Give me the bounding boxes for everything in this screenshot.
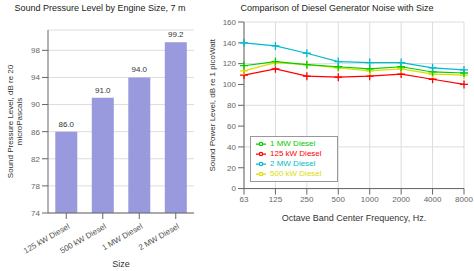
svg-text:8000: 8000 bbox=[455, 195, 466, 204]
svg-text:80: 80 bbox=[227, 101, 236, 110]
svg-text:2000: 2000 bbox=[392, 195, 410, 204]
svg-text:500 kW Diesel: 500 kW Diesel bbox=[59, 222, 108, 256]
html-text:2 MW Diesel: 2 MW Diesel bbox=[270, 158, 316, 168]
svg-text:82: 82 bbox=[31, 155, 40, 164]
svg-text:125 kW Diesel: 125 kW Diesel bbox=[22, 221, 72, 256]
svg-text:94: 94 bbox=[31, 73, 40, 82]
html-text:1 MW Diesel: 1 MW Diesel bbox=[270, 138, 316, 148]
svg-text:Octave Band Center Frequency,: Octave Band Center Frequency, Hz. bbox=[282, 213, 426, 223]
svg-text:160: 160 bbox=[223, 18, 237, 27]
svg-text:99.2: 99.2 bbox=[168, 30, 184, 39]
svg-text:63: 63 bbox=[240, 195, 249, 204]
html-text:125 kW Diesel: 125 kW Diesel bbox=[270, 148, 322, 158]
svg-text:1000: 1000 bbox=[361, 195, 379, 204]
svg-text:Size: Size bbox=[112, 259, 130, 269]
html-text:Sound Pressure Level by Engine: Sound Pressure Level by Engine Size, 7 m bbox=[14, 3, 186, 13]
svg-text:91.0: 91.0 bbox=[95, 86, 111, 95]
svg-text:500: 500 bbox=[332, 195, 346, 204]
html-text:Comparison of Diesel Generator: Comparison of Diesel Generator Noise wit… bbox=[240, 3, 434, 13]
svg-text:90: 90 bbox=[31, 100, 40, 109]
svg-text:Sound Pressure Level, dB re 20: Sound Pressure Level, dB re 20microPasca… bbox=[8, 64, 24, 178]
svg-text:125: 125 bbox=[269, 195, 283, 204]
svg-text:40: 40 bbox=[227, 143, 236, 152]
svg-text:86.0: 86.0 bbox=[59, 120, 75, 129]
svg-text:140: 140 bbox=[223, 39, 237, 48]
svg-text:98: 98 bbox=[31, 46, 40, 55]
svg-text:2 MW Diesel: 2 MW Diesel bbox=[137, 222, 181, 253]
svg-text:86: 86 bbox=[31, 128, 40, 137]
svg-text:Sound Power Level, dB re 1 pic: Sound Power Level, dB re 1 picoWatt bbox=[208, 38, 217, 171]
svg-text:100: 100 bbox=[223, 80, 237, 89]
svg-text:74: 74 bbox=[31, 209, 40, 218]
svg-text:250: 250 bbox=[300, 195, 314, 204]
svg-text:4000: 4000 bbox=[424, 195, 442, 204]
svg-text:60: 60 bbox=[227, 122, 236, 131]
svg-text:94.0: 94.0 bbox=[132, 65, 148, 74]
svg-text:20: 20 bbox=[227, 164, 236, 173]
svg-text:120: 120 bbox=[223, 59, 237, 68]
html-text:500 kW Diesel: 500 kW Diesel bbox=[270, 169, 322, 178]
svg-text:0: 0 bbox=[232, 184, 237, 193]
svg-text:78: 78 bbox=[31, 182, 40, 191]
svg-text:1 MW Diesel: 1 MW Diesel bbox=[100, 221, 145, 253]
